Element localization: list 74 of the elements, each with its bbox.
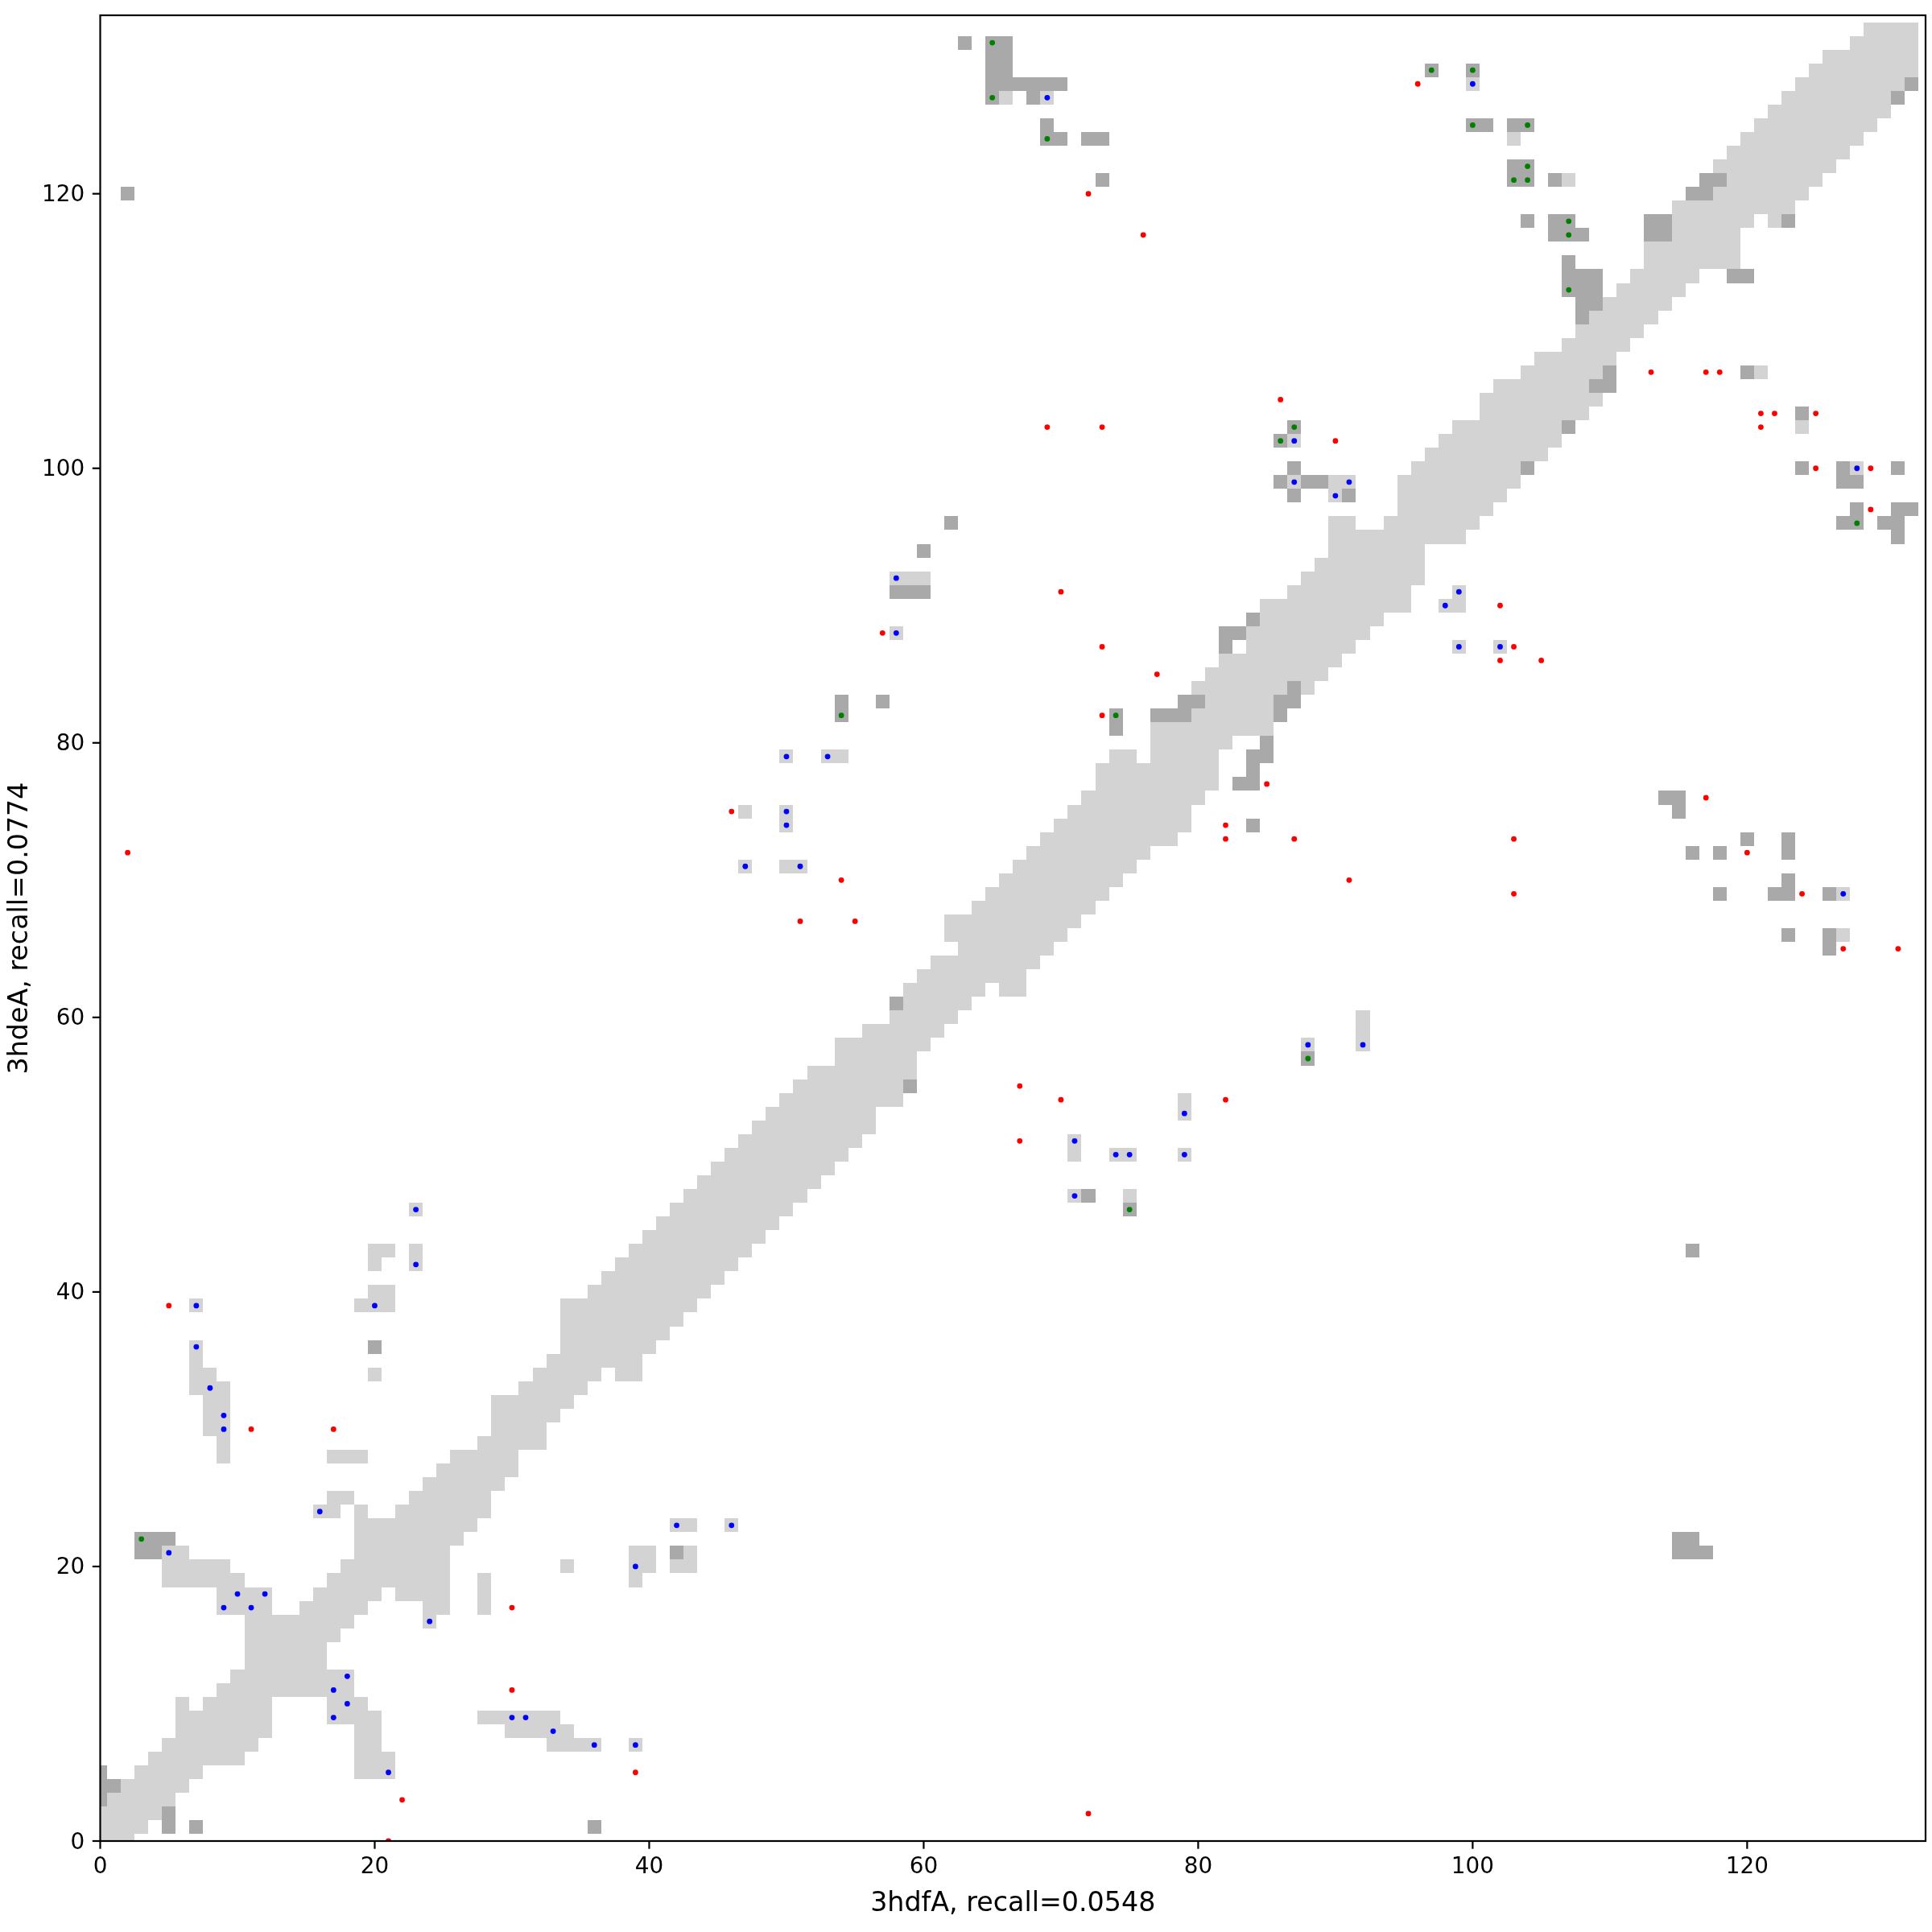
y-tick-label: 80 — [56, 729, 85, 757]
y-tick-label: 120 — [42, 180, 85, 208]
x-axis-title: 3hdfA, recall=0.0548 — [870, 1886, 1156, 1918]
point — [1085, 191, 1092, 197]
point — [1648, 369, 1654, 375]
point — [1058, 1096, 1064, 1103]
point — [797, 919, 803, 924]
x-tick-label: 20 — [360, 1852, 390, 1879]
point — [1332, 438, 1339, 444]
point — [262, 1591, 268, 1597]
x-tick-label: 80 — [1183, 1852, 1213, 1879]
point — [1840, 946, 1847, 952]
point — [1414, 80, 1421, 87]
point — [1813, 465, 1819, 472]
point — [729, 808, 735, 815]
point — [1264, 781, 1270, 787]
point — [879, 630, 886, 636]
point — [1154, 671, 1160, 677]
point — [1716, 369, 1723, 375]
point — [1538, 658, 1545, 663]
x-tick-label: 40 — [634, 1852, 664, 1879]
point — [1223, 1096, 1228, 1103]
point — [509, 1604, 515, 1611]
point — [1278, 397, 1284, 402]
point — [1511, 890, 1517, 897]
point — [1511, 644, 1517, 650]
point — [1868, 506, 1874, 513]
point — [1799, 890, 1805, 897]
point — [1044, 424, 1051, 430]
point — [166, 1302, 172, 1309]
point — [1895, 946, 1901, 952]
y-tick-label: 20 — [56, 1553, 85, 1580]
point — [509, 1687, 515, 1693]
point — [1744, 849, 1750, 856]
point — [1017, 1083, 1023, 1089]
point — [1291, 836, 1298, 842]
point — [1085, 1810, 1092, 1817]
point — [427, 1618, 433, 1624]
x-tick-label: 60 — [909, 1852, 939, 1879]
point — [1758, 424, 1764, 430]
point — [248, 1604, 254, 1611]
point — [1497, 658, 1503, 663]
x-tick-label: 0 — [93, 1852, 108, 1879]
point — [852, 919, 858, 924]
point — [1099, 424, 1105, 430]
y-tick-label: 40 — [56, 1278, 85, 1306]
point — [1511, 836, 1517, 842]
point — [1140, 232, 1146, 238]
y-tick-label: 0 — [70, 1827, 85, 1855]
point — [1346, 877, 1352, 883]
point — [1223, 836, 1228, 842]
y-axis-title: 3hdeA, recall=0.0774 — [2, 782, 34, 1075]
point — [125, 849, 130, 856]
x-tick-label: 120 — [1725, 1852, 1769, 1879]
point — [399, 1797, 405, 1803]
point — [1099, 644, 1105, 650]
point — [1813, 411, 1819, 416]
point — [1058, 588, 1064, 595]
point — [248, 1426, 254, 1432]
point — [1703, 369, 1709, 375]
point — [1497, 602, 1503, 609]
point — [1099, 712, 1105, 719]
y-tick-label: 100 — [42, 455, 85, 482]
x-tick-label: 100 — [1451, 1852, 1494, 1879]
point — [1017, 1137, 1023, 1144]
point — [633, 1769, 638, 1776]
point — [1758, 411, 1764, 416]
point — [1223, 822, 1228, 828]
point — [1703, 795, 1709, 801]
point — [330, 1426, 336, 1432]
point — [1772, 411, 1777, 416]
point — [1868, 465, 1874, 472]
point — [838, 877, 844, 883]
y-tick-label: 60 — [56, 1004, 85, 1031]
